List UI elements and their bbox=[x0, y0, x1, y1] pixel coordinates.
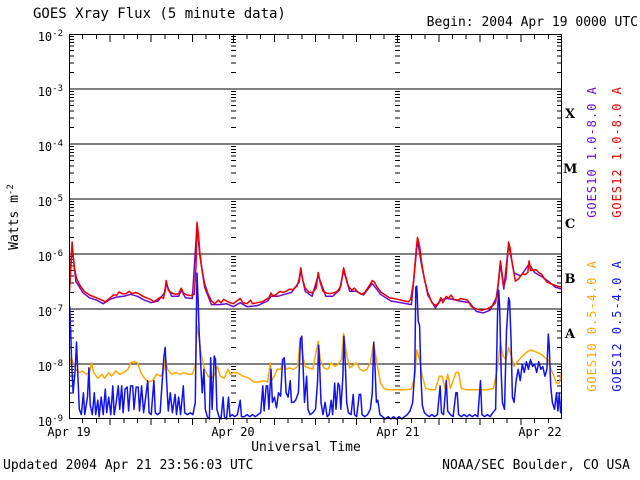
legend-label-1: GOES10 1.0-8.0 A bbox=[585, 86, 599, 218]
flare-class-letter-b: B bbox=[564, 272, 576, 287]
y-tick-label: 10-8 bbox=[37, 359, 63, 374]
y-tick-label: 10-4 bbox=[37, 139, 63, 154]
y-tick-label: 10-2 bbox=[37, 29, 63, 44]
flare-class-letter-c: C bbox=[564, 217, 576, 232]
xray-flux-chart bbox=[69, 34, 562, 425]
y-tick-label: 10-5 bbox=[37, 194, 63, 209]
series-2-line bbox=[69, 221, 562, 311]
page-title: GOES Xray Flux (5 minute data) bbox=[33, 6, 286, 22]
y-axis-title-text: Watts m bbox=[7, 195, 23, 250]
flare-class-letter-x: X bbox=[564, 107, 576, 122]
updated-timestamp: Updated 2004 Apr 21 23:56:03 UTC bbox=[3, 458, 254, 473]
x-tick-label: Apr 21 bbox=[376, 425, 420, 439]
x-tick-label: Apr 22 bbox=[518, 425, 562, 439]
organization-label: NOAA/SEC Boulder, CO USA bbox=[442, 458, 630, 473]
legend-label-2: GOES12 1.0-8.0 A bbox=[610, 86, 624, 218]
flare-class-letter-m: M bbox=[563, 162, 578, 177]
legend-label-3: GOES10 0.5-4.0 A bbox=[585, 260, 599, 392]
y-tick-label: 10-7 bbox=[37, 304, 63, 319]
x-tick-label: Apr 20 bbox=[211, 425, 255, 439]
x-axis-title: Universal Time bbox=[251, 440, 361, 455]
y-axis-title-exponent: -2 bbox=[5, 184, 16, 196]
flare-class-letter-a: A bbox=[564, 327, 576, 342]
series-4-line bbox=[69, 272, 562, 420]
x-tick-label: Apr 19 bbox=[47, 425, 91, 439]
y-axis-title: Watts m-2 bbox=[6, 184, 22, 250]
series-3-line bbox=[69, 324, 562, 391]
y-tick-label: 10-9 bbox=[37, 414, 63, 429]
y-tick-label: 10-3 bbox=[37, 84, 63, 99]
y-tick-label: 10-6 bbox=[37, 249, 63, 264]
plot-area bbox=[69, 34, 562, 426]
series-1-line bbox=[69, 224, 562, 314]
legend-label-4: GOES12 0.5-4.0 A bbox=[610, 260, 624, 392]
begin-timestamp: Begin: 2004 Apr 19 0000 UTC bbox=[426, 15, 638, 30]
